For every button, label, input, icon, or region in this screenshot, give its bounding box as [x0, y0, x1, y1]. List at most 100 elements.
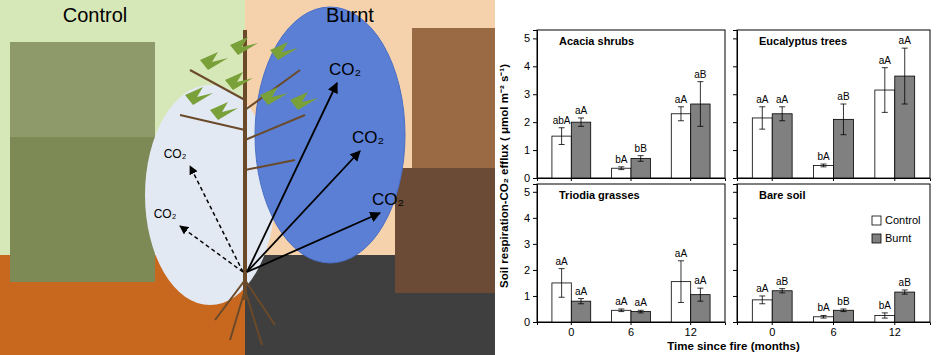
error-bar: [678, 107, 684, 121]
y-tick: 4: [524, 212, 537, 224]
x-tick: [772, 178, 773, 181]
error-line: [884, 68, 885, 113]
branch: [180, 115, 245, 130]
error-cap: [821, 164, 827, 165]
y-tick-mark: [733, 122, 737, 123]
y-tick-mark: [733, 218, 737, 219]
y-tick-mark: [533, 66, 537, 67]
x-tick-mark: [772, 322, 773, 325]
letter-label: aA: [675, 248, 688, 259]
y-tick-mark: [733, 192, 737, 193]
error-cap: [618, 311, 624, 312]
x-tick-mark: [571, 322, 572, 325]
y-axis: [733, 185, 738, 323]
letter-label: aA: [635, 297, 648, 308]
letter-label: aA: [575, 105, 588, 116]
y-tick-mark: [533, 178, 537, 179]
y-tick-mark: [733, 94, 737, 95]
branch: [230, 290, 245, 340]
panel: 012345abAbAaAaAbBaBAcacia shrubs: [524, 30, 726, 184]
error-line: [640, 156, 641, 162]
y-tick: [733, 66, 737, 67]
error-line: [700, 82, 701, 127]
x-tick-mark: [690, 178, 691, 181]
error-bar: [759, 107, 765, 129]
y-tick: [733, 94, 737, 95]
error-bar: [779, 289, 785, 293]
letter-label: aA: [575, 286, 588, 297]
bar: [834, 310, 854, 322]
error-cap: [759, 106, 765, 107]
y-tick: [733, 322, 737, 323]
y-tick-mark: [533, 38, 537, 39]
y-tick: [733, 296, 737, 297]
error-bar: [759, 296, 765, 304]
x-tick: [571, 178, 572, 181]
letter-label: aA: [675, 94, 688, 105]
error-cap: [779, 106, 785, 107]
error-cap: [578, 117, 584, 118]
x-axis-line: [538, 179, 726, 182]
y-tick: [733, 244, 737, 245]
error-line: [581, 118, 582, 126]
error-cap: [697, 301, 703, 302]
error-line: [762, 296, 763, 304]
y-tick-mark: [533, 94, 537, 95]
error-bar: [678, 261, 684, 303]
figure: ControlBurntCO₂CO₂CO₂CO₂CO₂012345abAbAaA…: [0, 0, 946, 355]
y-tick-mark: [533, 244, 537, 245]
x-tick-mark: [631, 178, 632, 181]
error-cap: [902, 104, 908, 105]
annotations: aAbAaAaAaBaA: [756, 35, 911, 162]
co2-label: CO₂: [352, 128, 384, 147]
letter-label: bA: [615, 154, 628, 165]
error-cap: [840, 311, 846, 312]
y-tick: 4: [524, 60, 537, 72]
error-bar: [902, 290, 908, 294]
burnt-ellipse: [255, 7, 405, 263]
x-axis-title: Time since fire (months): [667, 340, 800, 352]
x-tick-label: 12: [889, 326, 901, 338]
error-cap: [840, 134, 846, 135]
error-line: [904, 48, 905, 104]
error-bar: [840, 104, 846, 135]
y-tick-mark: [533, 322, 537, 323]
y-tick-label: 1: [524, 144, 530, 156]
x-tick: 12: [685, 322, 697, 338]
letter-label: aA: [615, 296, 628, 307]
panel-label: Control: [63, 4, 127, 26]
error-cap: [840, 104, 846, 105]
x-axis-line: [538, 323, 726, 326]
error-cap: [882, 112, 888, 113]
y-tick-mark: [733, 38, 737, 39]
bar: [895, 292, 915, 322]
x-tick-label: 6: [628, 326, 634, 338]
error-cap: [779, 292, 785, 293]
y-tick-label: 0: [524, 172, 530, 184]
trunk: [243, 30, 247, 300]
x-tick: 12: [889, 322, 901, 338]
error-cap: [697, 126, 703, 127]
error-cap: [618, 166, 624, 167]
y-tick-mark: [533, 122, 537, 123]
letter-label: aB: [694, 69, 707, 80]
letter-label: aA: [694, 275, 707, 286]
error-line: [621, 167, 622, 170]
letter-label: aA: [776, 94, 789, 105]
error-cap: [759, 303, 765, 304]
error-bar: [821, 315, 827, 318]
error-line: [843, 104, 844, 135]
error-cap: [618, 308, 624, 309]
y-axis-title: Soil respiration-CO₂ efflux ( μmol m⁻² s…: [498, 64, 510, 288]
y-axis: [733, 31, 738, 179]
bar: [571, 122, 590, 178]
arrow: [180, 226, 243, 272]
y-axis-line: [533, 31, 538, 179]
error-cap: [821, 166, 827, 167]
x-tick-mark: [571, 178, 572, 181]
error-bar: [638, 156, 644, 162]
panel-title: Triodia grasses: [559, 189, 640, 201]
error-line: [782, 289, 783, 293]
y-tick: 3: [524, 238, 537, 250]
branch: [215, 280, 245, 320]
